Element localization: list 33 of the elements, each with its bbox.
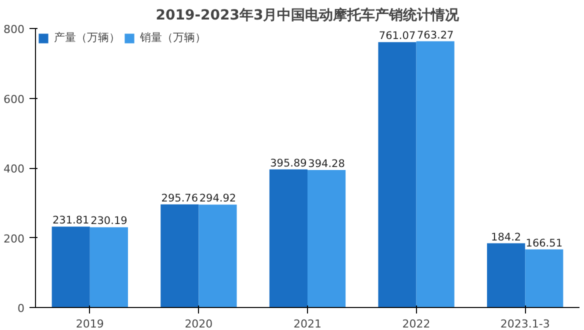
x-tick-label: 2020 [184, 318, 213, 330]
bar [525, 249, 564, 308]
y-tick-label: 0 [18, 302, 24, 315]
bar [198, 204, 237, 308]
data-label: 230.19 [90, 215, 128, 228]
data-label: 231.81 [52, 214, 90, 227]
data-label: 184.2 [491, 231, 522, 244]
data-label: 763.27 [416, 29, 454, 42]
data-label: 395.89 [270, 157, 307, 170]
data-label: 166.51 [526, 237, 563, 250]
chart-title: 2019-2023年3月中国电动摩托车产销统计情况 [156, 6, 460, 24]
y-tick-label: 800 [4, 23, 25, 36]
y-tick-label: 600 [4, 92, 25, 106]
bar [269, 169, 308, 308]
y-tick-label: 400 [4, 162, 25, 176]
bar [378, 42, 416, 308]
bar [90, 227, 128, 308]
bar [487, 243, 526, 308]
x-tick-label: 2021 [294, 318, 322, 330]
data-label: 294.92 [199, 192, 236, 205]
y-tick-label: 200 [4, 232, 25, 246]
bar [52, 226, 90, 308]
bar [160, 204, 199, 308]
bar [308, 170, 346, 308]
legend-label: 销量（万辆） [140, 30, 206, 45]
x-tick-label: 2023.1-3 [500, 318, 550, 330]
data-label: 394.28 [308, 158, 345, 170]
x-tick-label: 2019 [76, 318, 104, 330]
data-label: 761.07 [378, 30, 416, 42]
bar [416, 41, 454, 308]
legend-label: 产量（万辆） [54, 30, 120, 45]
data-label: 295.76 [161, 192, 198, 204]
x-tick-label: 2022 [402, 318, 430, 330]
